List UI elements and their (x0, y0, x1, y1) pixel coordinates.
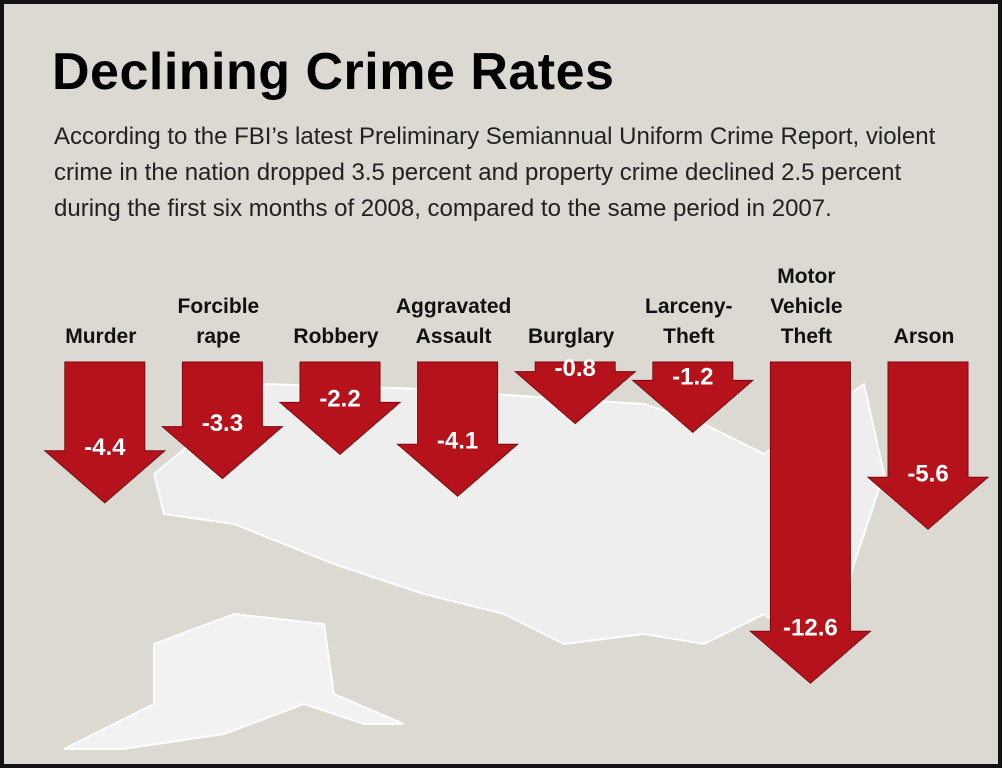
arrow-bar (396, 361, 519, 497)
chart-title: Declining Crime Rates (52, 43, 615, 101)
value-label: -4.4 (84, 434, 126, 461)
category-label: Burglary (528, 325, 615, 348)
value-label: -4.1 (437, 428, 478, 455)
value-label: -1.2 (672, 364, 713, 391)
category-label: Robbery (293, 325, 379, 348)
arrow-bar (866, 361, 990, 530)
arrow-bar (631, 361, 755, 434)
alaska-map (63, 612, 405, 750)
arrow-bar (161, 361, 284, 480)
value-label: -5.6 (907, 461, 948, 488)
arrow-bar (43, 361, 167, 504)
arrow-bar (278, 361, 402, 456)
category-label: Aggravated Assault (395, 295, 512, 348)
category-label: Motor Vehicle Theft (770, 265, 843, 348)
value-label: -0.8 (555, 355, 596, 382)
arrow-bar (749, 361, 872, 684)
chart: -4.4 -3.3 -2.2 -4.1 -0.8 -1.2 -12.6 -5.6 (43, 355, 990, 750)
value-label: -12.6 (783, 615, 838, 642)
arrow-bar (513, 361, 637, 425)
value-label: -3.3 (202, 410, 243, 437)
category-label: Forcible rape (177, 295, 260, 348)
chart-subtitle: According to the FBI’s latest Preliminar… (54, 123, 936, 222)
value-label: -2.2 (319, 386, 360, 413)
category-label: Arson (893, 325, 955, 348)
category-label: Murder (65, 325, 137, 348)
category-label: Larceny-Theft (645, 295, 733, 348)
